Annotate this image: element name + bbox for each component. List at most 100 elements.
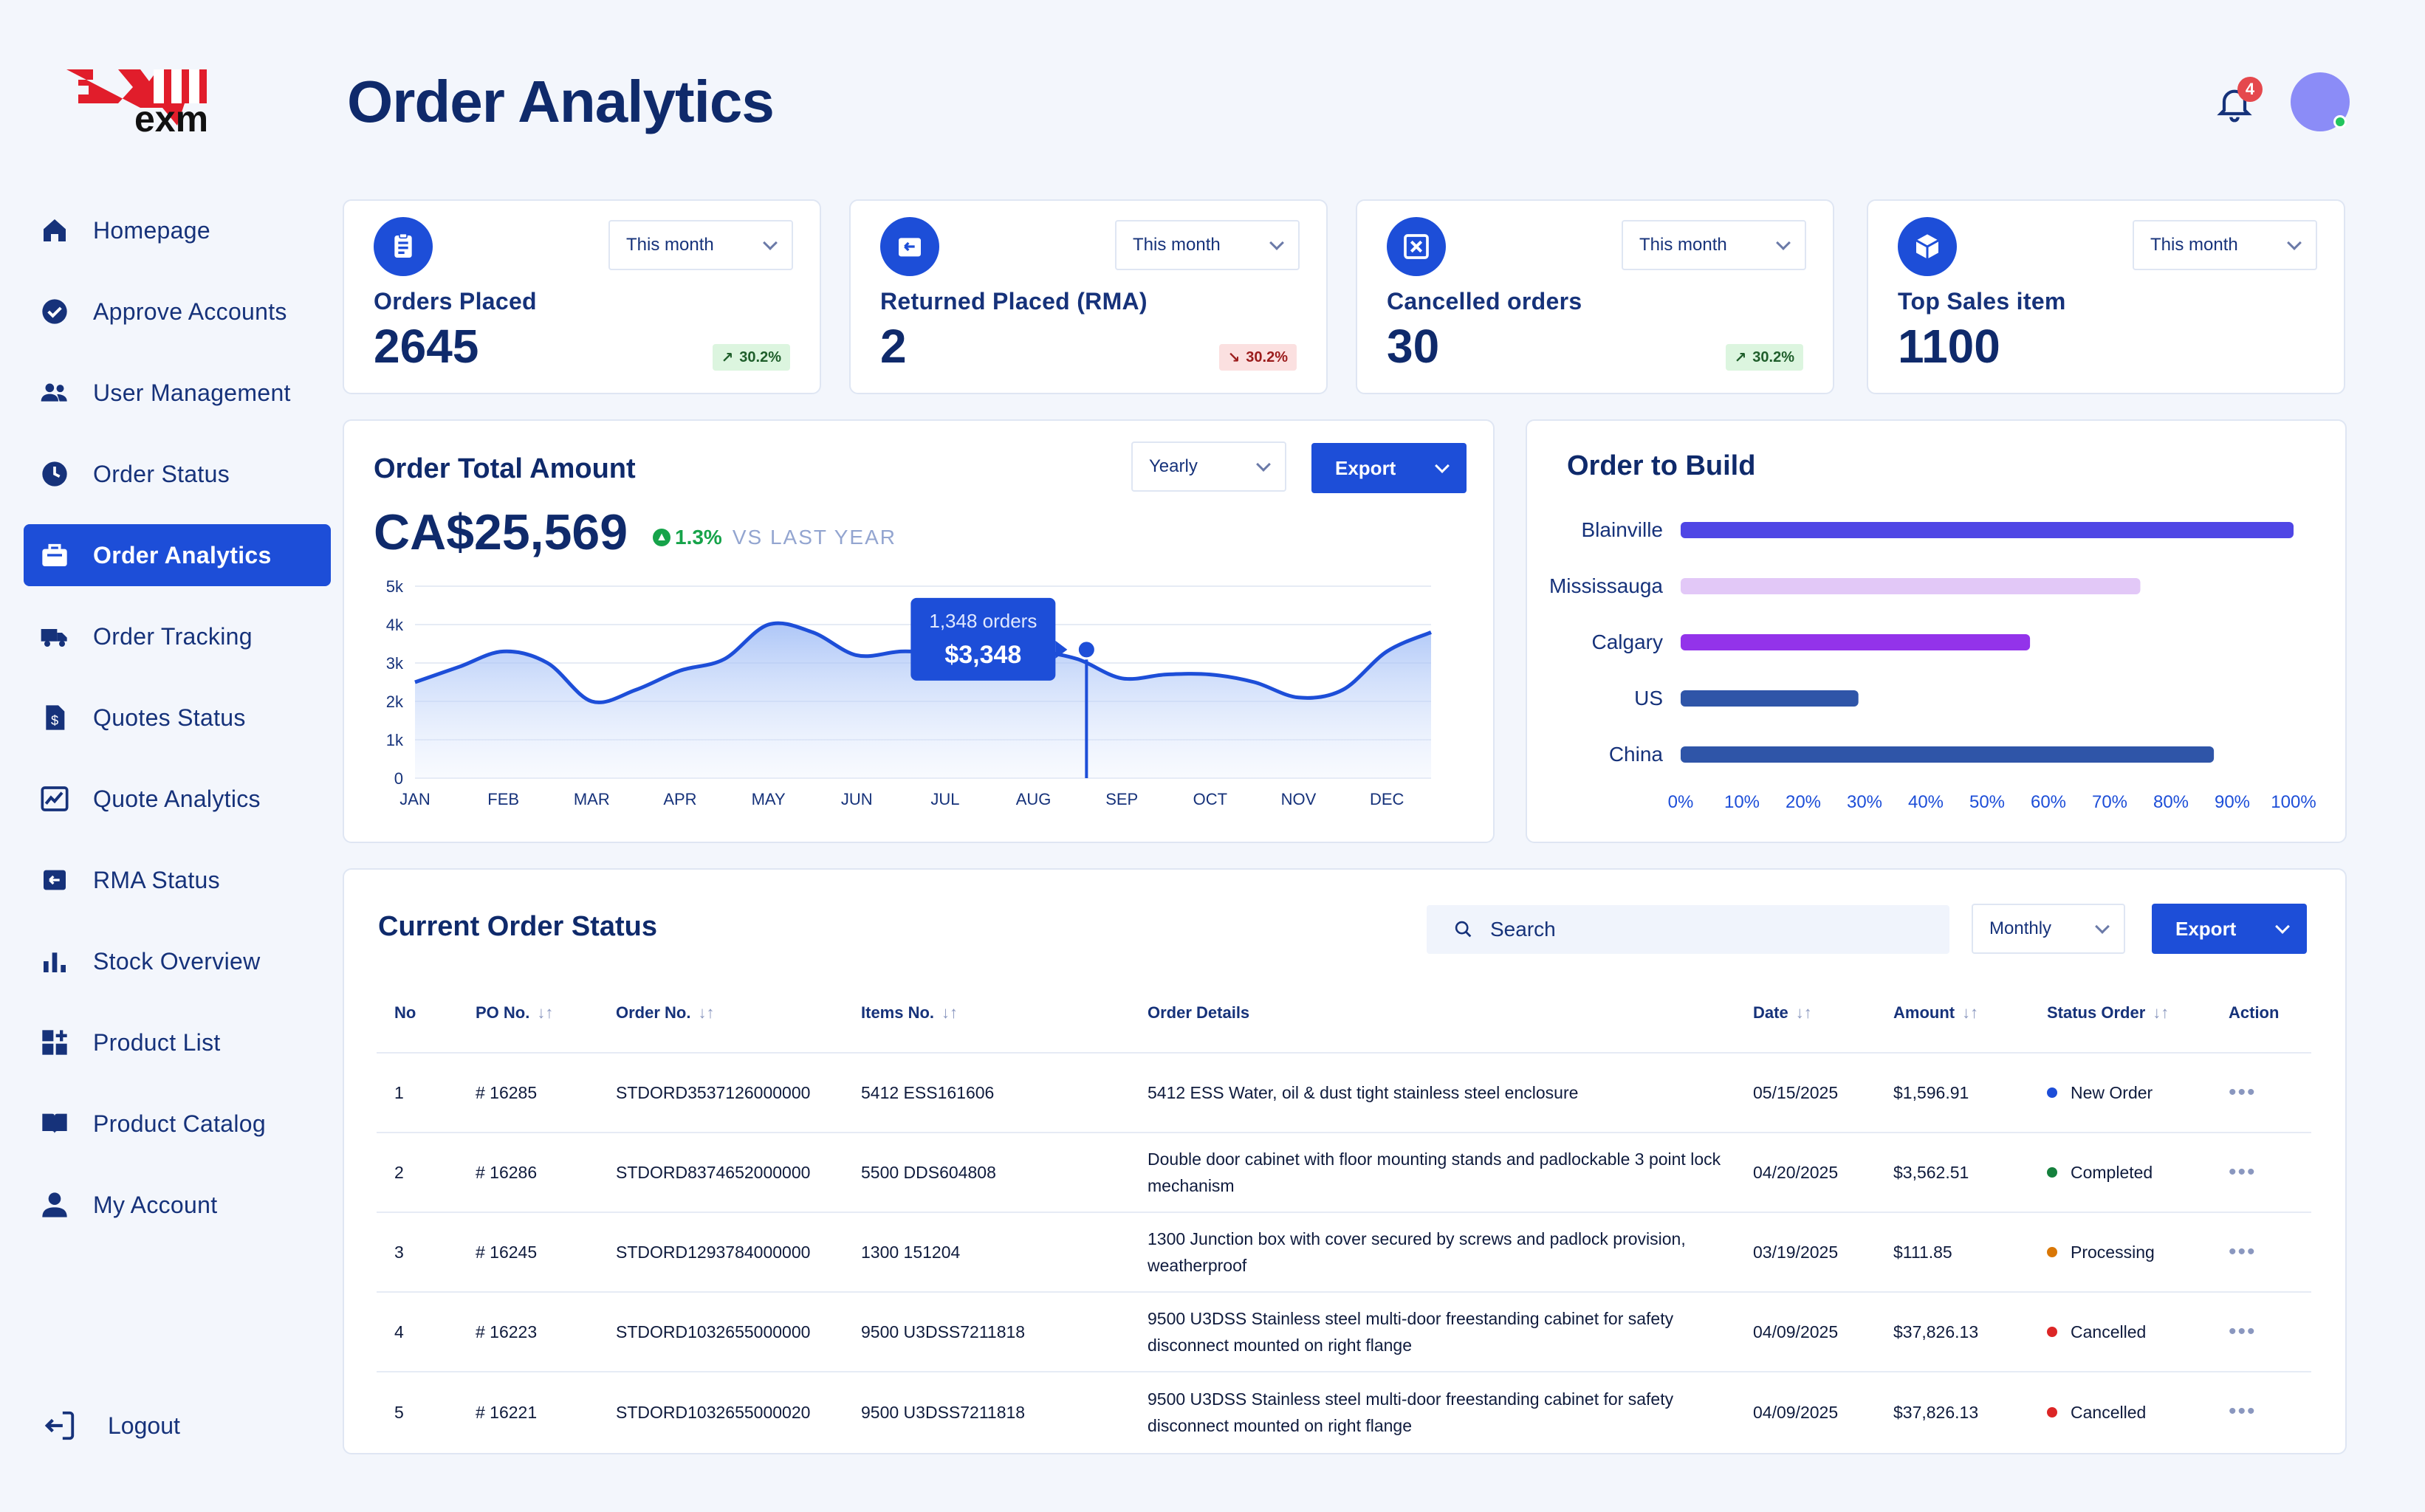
cell-items-no: 1300 151204 [843,1212,1130,1293]
sidebar-item-stock-overview[interactable]: Stock Overview [24,930,331,992]
document-dollar-icon: $ [38,701,71,734]
sidebar-item-rma-status[interactable]: RMA Status [24,849,331,911]
chevron-down-icon [1776,236,1791,250]
cell-no: 3 [377,1212,458,1293]
column-header-date[interactable]: Date ↓↑ [1735,973,1876,1054]
table-row[interactable]: 3 # 16245 STDORD1293784000000 1300 151204 13… [377,1212,2311,1293]
current-orders-period-dropdown[interactable]: Monthly [1972,904,2125,954]
column-header-order-no[interactable]: Order No. ↓↑ [598,973,843,1054]
cell-amount: $3,562.51 [1876,1133,2029,1213]
x-tick-label: JAN [399,790,431,808]
x-tick-label: DEC [1370,790,1404,808]
stat-period-dropdown[interactable]: This month [1622,220,1806,270]
column-header-status-order[interactable]: Status Order ↓↑ [2029,973,2211,1054]
stat-period-dropdown[interactable]: This month [1115,220,1300,270]
bar-category-label: China [1609,743,1664,766]
more-options-icon[interactable]: ••• [2229,1079,2257,1104]
bar [1681,522,2294,538]
table-row[interactable]: 5 # 16221 STDORD1032655000020 9500 U3DSS721… [377,1372,2311,1451]
status-label: Completed [2071,1163,2153,1182]
cell-order-details: 9500 U3DSS Stainless steel multi-door fr… [1148,1389,1674,1435]
y-tick-label: 5k [386,577,404,596]
current-orders-export-button[interactable]: Export [2152,904,2307,954]
y-tick-label: 4k [386,616,404,634]
x-tick-label: MAR [574,790,610,808]
sidebar-item-homepage[interactable]: Homepage [24,199,331,261]
column-header-items-no[interactable]: Items No. ↓↑ [843,973,1130,1054]
order-total-export-button[interactable]: Export [1311,443,1467,493]
column-header-order-details[interactable]: Order Details [1130,973,1735,1054]
x-tick-label: JUL [930,790,959,808]
cell-no: 5 [394,1402,404,1422]
more-options-icon[interactable]: ••• [2229,1159,2257,1184]
more-options-icon[interactable]: ••• [2229,1399,2257,1423]
column-header-po-no[interactable]: PO No. ↓↑ [458,973,598,1054]
cell-amount: $37,826.13 [1876,1292,2029,1372]
sort-icon[interactable]: ↓↑ [1962,1003,1979,1022]
return-icon [880,217,939,276]
trend-value: 30.2% [1246,348,1288,365]
stat-period-dropdown[interactable]: This month [2133,220,2317,270]
y-tick-label: 0 [394,769,403,788]
table-row[interactable]: 2 # 16286 STDORD8374652000000 5500 DDS60480… [377,1133,2311,1213]
column-header-action[interactable]: Action [2211,973,2311,1054]
x-tick-label: OCT [1193,790,1227,808]
cell-items-no: 9500 U3DSS7211818 [861,1402,1026,1422]
sidebar-item-user-management[interactable]: User Management [24,362,331,424]
status-label: Cancelled [2071,1322,2147,1341]
users-icon [38,377,71,409]
column-header-amount[interactable]: Amount ↓↑ [1876,973,2029,1054]
column-header-no[interactable]: No [377,973,458,1054]
logout-button[interactable]: Logout [43,1409,180,1443]
more-options-icon[interactable]: ••• [2229,1319,2257,1344]
search-input[interactable]: Search [1427,905,1949,954]
cell-items-no: 5412 ESS161606 [843,1053,1130,1133]
cell-action: ••• [2211,1372,2311,1451]
sidebar-item-quote-analytics[interactable]: Quote Analytics [24,768,331,830]
column-header-label: Items No. [861,1003,935,1022]
sidebar-item-label: Order Status [93,460,230,487]
sidebar-item-order-status[interactable]: Order Status [24,443,331,505]
table-row[interactable]: 1 # 16285 STDORD3537126000000 5412 ESS16160… [377,1053,2311,1133]
sort-icon[interactable]: ↓↑ [537,1003,554,1022]
sidebar-item-label: Approve Accounts [93,298,287,325]
book-icon [38,1107,71,1140]
sidebar-item-approve-accounts[interactable]: Approve Accounts [24,281,331,343]
sidebar-item-order-tracking[interactable]: Order Tracking [24,605,331,667]
bar-category-label: Mississauga [1549,574,1663,597]
order-total-period-value: Yearly [1149,456,1198,476]
bar [1681,578,2141,594]
sidebar-item-label: Stock Overview [93,947,261,975]
sidebar-item-my-account[interactable]: My Account [24,1174,331,1236]
column-header-label: Action [2229,1003,2280,1022]
sidebar-item-product-catalog[interactable]: Product Catalog [24,1093,331,1155]
table-row[interactable]: 4 # 16223 STDORD1032655000000 9500 U3DSS721… [377,1292,2311,1372]
sort-icon[interactable]: ↓↑ [1795,1003,1812,1022]
bar-category-label: Blainville [1582,518,1664,541]
x-tick-label: 80% [2153,792,2189,812]
truck-icon [38,620,71,653]
user-icon [38,1189,71,1221]
stat-period-value: This month [1133,235,1221,255]
tooltip-box [910,597,1056,681]
sort-icon[interactable]: ↓↑ [2153,1003,2170,1022]
cube-icon [1898,217,1957,276]
sidebar-item-order-analytics[interactable]: Order Analytics [24,524,331,586]
sidebar-item-product-list[interactable]: Product List [24,1011,331,1073]
x-tick-label: 40% [1908,792,1944,812]
sidebar-item-quotes-status[interactable]: $ Quotes Status [24,687,331,749]
more-options-icon[interactable]: ••• [2229,1239,2257,1264]
stat-value: 1100 [1898,320,2000,373]
trend-value: 30.2% [1752,348,1794,365]
sidebar-item-label: Quotes Status [93,704,246,731]
sort-icon[interactable]: ↓↑ [698,1003,715,1022]
brand-logo[interactable]: exm [66,66,244,140]
stat-period-dropdown[interactable]: This month [608,220,793,270]
cell-no: 1 [377,1053,458,1133]
sidebar-item-label: User Management [93,379,291,406]
status-dot [2047,1406,2057,1418]
current-orders-period-value: Monthly [1989,918,2052,938]
order-total-period-dropdown[interactable]: Yearly [1131,441,1286,492]
sort-icon[interactable]: ↓↑ [941,1003,958,1022]
stat-card-cancelled-orders: This month Cancelled orders 30 ↗ 30.2% [1356,199,1834,394]
